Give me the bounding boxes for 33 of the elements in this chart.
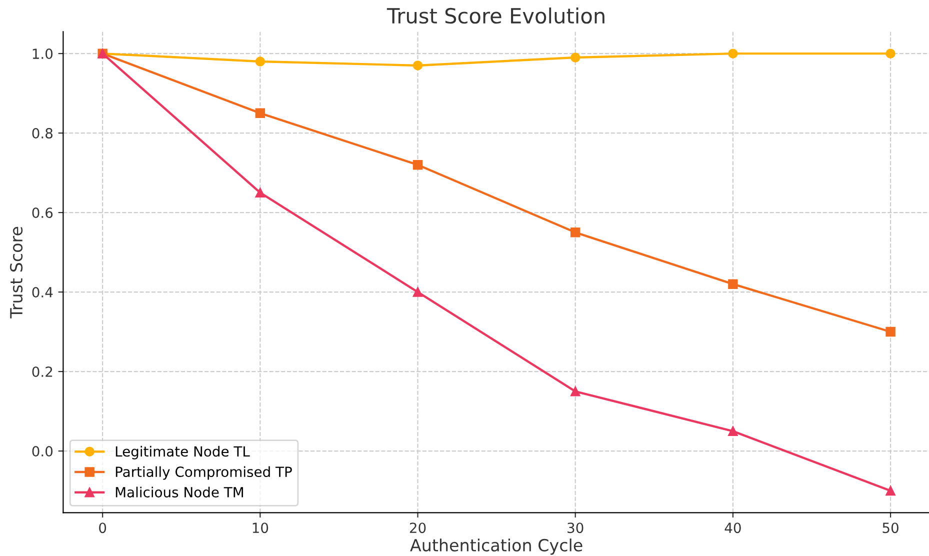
y-tick-label: 0.4 xyxy=(32,287,53,298)
x-tick-label: 0 xyxy=(99,522,106,534)
point xyxy=(886,326,896,337)
point xyxy=(886,486,896,496)
chart-title: Trust Score Evolution xyxy=(386,8,604,24)
point xyxy=(570,228,580,238)
x-tick-label: 40 xyxy=(724,522,741,534)
legend-label: Malicious Node TM xyxy=(116,486,243,498)
x-tick-label: 50 xyxy=(882,522,898,534)
point xyxy=(728,279,738,289)
y-tick-label: 0.6 xyxy=(32,208,53,218)
point xyxy=(412,160,423,170)
y-tick-label: 1.0 xyxy=(32,48,53,60)
point xyxy=(728,426,738,436)
y-tick-label: 0.2 xyxy=(32,366,52,378)
x-tick-label: 20 xyxy=(410,522,426,534)
y-tick-label: 0.8 xyxy=(32,128,52,139)
point xyxy=(412,60,423,70)
point xyxy=(255,56,266,66)
x-tick-label: 10 xyxy=(252,522,268,534)
x-axis-title: Authentication Cycle xyxy=(410,538,582,555)
point xyxy=(570,52,580,62)
y-axis-title: Trust Score xyxy=(10,226,23,318)
x-tick-label: 30 xyxy=(568,522,584,534)
point xyxy=(570,386,580,396)
legend-label: Legitimate Node TL xyxy=(116,446,250,460)
point xyxy=(412,287,423,297)
point xyxy=(255,188,266,198)
point xyxy=(886,48,896,58)
point xyxy=(255,108,266,118)
legend-label: Partially Compromised TP xyxy=(116,466,292,480)
y-tick-label: 0.0 xyxy=(32,446,53,456)
point xyxy=(728,48,738,58)
